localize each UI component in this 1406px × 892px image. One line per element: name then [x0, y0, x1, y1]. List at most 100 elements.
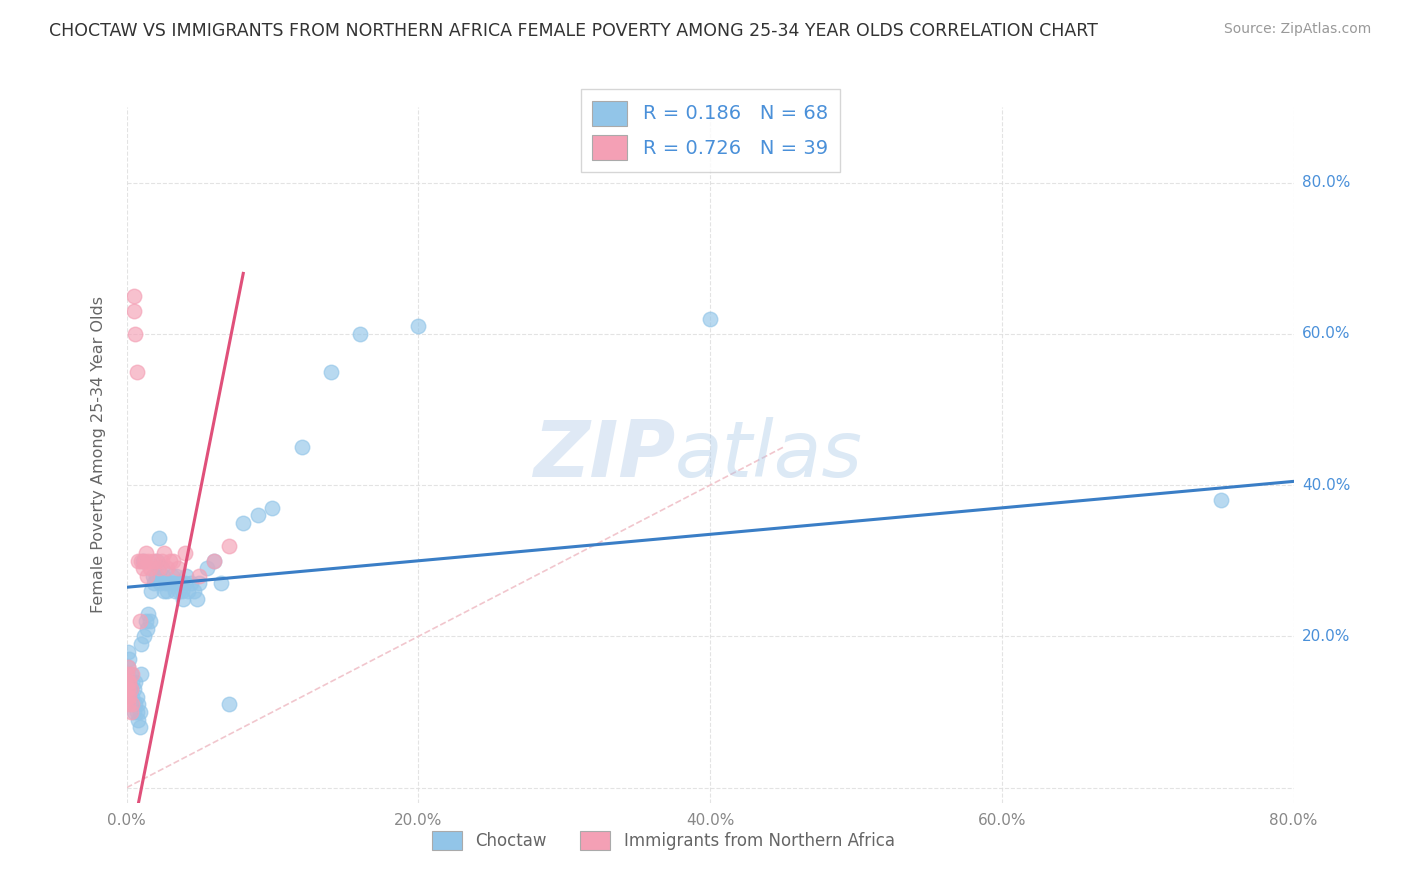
Y-axis label: Female Poverty Among 25-34 Year Olds: Female Poverty Among 25-34 Year Olds: [91, 296, 105, 614]
Point: [202, 554, 225, 568]
Point: [153, 584, 176, 599]
Point: [349, 326, 371, 341]
Point: [170, 584, 193, 599]
Point: [174, 546, 197, 560]
Point: [129, 554, 152, 568]
Point: [124, 698, 146, 712]
Point: [139, 561, 162, 575]
Point: [176, 569, 198, 583]
Point: [128, 705, 150, 719]
Point: [129, 637, 152, 651]
Point: [218, 698, 240, 712]
Point: [153, 546, 176, 560]
Point: [172, 591, 194, 606]
Point: [149, 576, 172, 591]
Point: [122, 682, 145, 697]
Point: [186, 591, 208, 606]
Point: [183, 584, 205, 599]
Point: [121, 667, 143, 681]
Point: [120, 667, 142, 681]
Point: [125, 365, 148, 379]
Point: [138, 554, 160, 568]
Point: [148, 561, 170, 575]
Point: [699, 311, 721, 326]
Point: [129, 667, 152, 681]
Point: [146, 554, 169, 568]
Text: 80.0%: 80.0%: [1302, 175, 1350, 190]
Point: [134, 546, 156, 560]
Point: [118, 674, 141, 689]
Point: [1209, 493, 1232, 508]
Point: [145, 569, 167, 583]
Point: [117, 682, 139, 697]
Point: [156, 584, 179, 599]
Point: [134, 615, 156, 629]
Point: [128, 720, 150, 734]
Point: [162, 576, 184, 591]
Text: 60.0%: 60.0%: [1302, 326, 1350, 342]
Point: [166, 561, 188, 575]
Point: [202, 554, 225, 568]
Point: [162, 554, 184, 568]
Point: [115, 690, 138, 704]
Point: [152, 569, 174, 583]
Point: [180, 576, 202, 591]
Point: [117, 659, 139, 673]
Point: [128, 615, 150, 629]
Point: [117, 674, 139, 689]
Text: 40.0%: 40.0%: [1302, 478, 1350, 492]
Point: [163, 584, 186, 599]
Point: [125, 690, 148, 704]
Point: [127, 554, 149, 568]
Text: CHOCTAW VS IMMIGRANTS FROM NORTHERN AFRICA FEMALE POVERTY AMONG 25-34 YEAR OLDS : CHOCTAW VS IMMIGRANTS FROM NORTHERN AFRI…: [49, 22, 1098, 40]
Point: [115, 682, 138, 697]
Point: [232, 516, 254, 530]
Point: [120, 705, 142, 719]
Point: [132, 629, 155, 643]
Point: [319, 365, 342, 379]
Point: [262, 500, 284, 515]
Point: [124, 326, 146, 341]
Point: [122, 304, 145, 318]
Point: [195, 561, 218, 575]
Point: [169, 576, 191, 591]
Point: [121, 690, 143, 704]
Point: [125, 705, 148, 719]
Text: ZIP: ZIP: [533, 417, 675, 493]
Point: [141, 584, 163, 599]
Point: [117, 659, 139, 673]
Point: [139, 615, 162, 629]
Point: [166, 576, 188, 591]
Point: [121, 674, 143, 689]
Point: [150, 561, 173, 575]
Text: atlas: atlas: [675, 417, 863, 493]
Point: [127, 713, 149, 727]
Point: [142, 554, 165, 568]
Point: [188, 576, 211, 591]
Point: [167, 584, 190, 599]
Legend: Choctaw, Immigrants from Northern Africa: Choctaw, Immigrants from Northern Africa: [426, 824, 901, 857]
Point: [159, 576, 181, 591]
Point: [127, 698, 149, 712]
Point: [118, 690, 141, 704]
Point: [132, 554, 155, 568]
Point: [165, 569, 187, 583]
Point: [145, 554, 167, 568]
Point: [118, 674, 141, 689]
Point: [290, 441, 312, 455]
Text: 20.0%: 20.0%: [1302, 629, 1350, 644]
Point: [131, 561, 153, 575]
Point: [188, 569, 211, 583]
Point: [117, 644, 139, 658]
Point: [120, 682, 142, 697]
Point: [136, 622, 159, 636]
Point: [150, 554, 173, 568]
Point: [159, 554, 181, 568]
Point: [117, 698, 139, 712]
Point: [122, 289, 145, 303]
Text: Source: ZipAtlas.com: Source: ZipAtlas.com: [1223, 22, 1371, 37]
Point: [246, 508, 269, 523]
Point: [148, 531, 170, 545]
Point: [138, 607, 160, 621]
Point: [142, 569, 165, 583]
